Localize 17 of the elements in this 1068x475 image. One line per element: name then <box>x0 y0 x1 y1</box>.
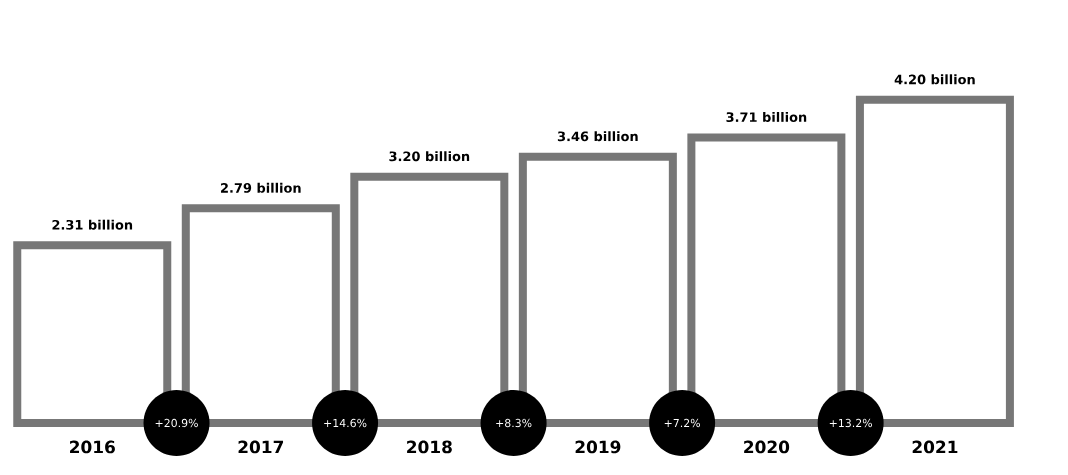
data-label: 2.31 billion <box>52 219 133 230</box>
annotation: +7.2% <box>664 418 701 428</box>
x-tick-label: 2020 <box>744 440 790 454</box>
x-tick-label: 2021 <box>912 440 958 454</box>
annotation: +20.9% <box>155 418 198 428</box>
data-label: 4.20 billion <box>894 74 975 85</box>
data-label: 3.46 billion <box>557 131 638 142</box>
x-tick-label: 2018 <box>407 440 452 454</box>
data-label: 2.79 billion <box>221 182 301 193</box>
x-tick-label: 2016 <box>70 440 115 454</box>
x-tick-label: 2017 <box>238 440 284 454</box>
data-label: 3.71 billion <box>726 111 807 123</box>
annotation: +8.3% <box>496 418 532 428</box>
data-label: 3.20 billion <box>389 151 470 162</box>
annotation: +14.6% <box>324 418 367 428</box>
annotation: +13.2% <box>829 418 873 428</box>
x-tick-label: 2019 <box>575 440 621 454</box>
